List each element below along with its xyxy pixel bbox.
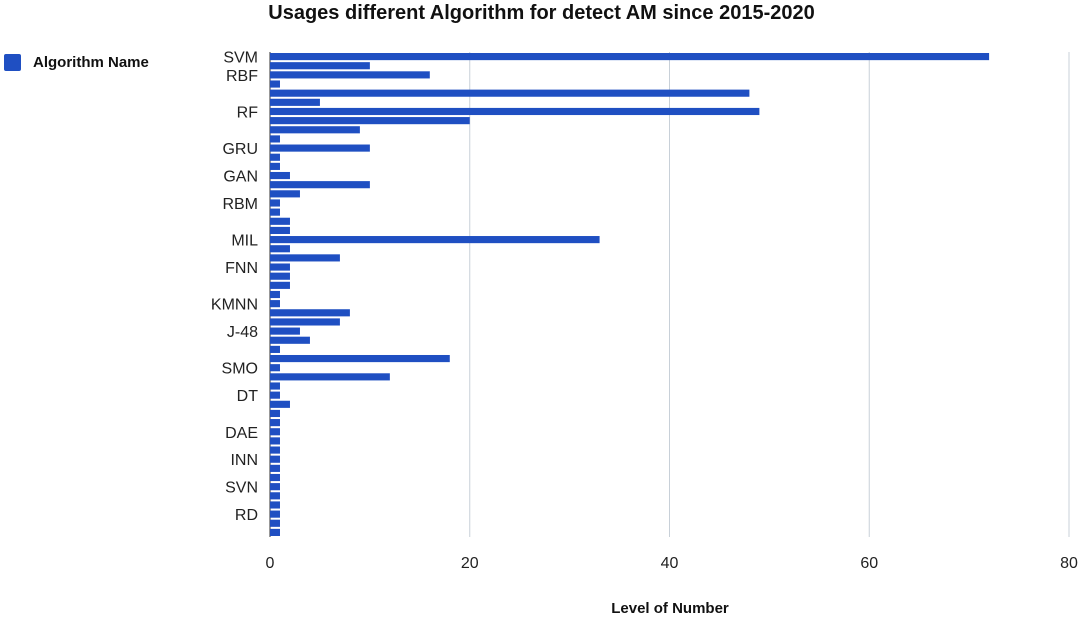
bar [270, 419, 280, 427]
y-tick-label: SVN [225, 480, 258, 497]
y-tick-label: RD [235, 507, 258, 524]
bar [270, 382, 280, 390]
bar [270, 336, 310, 344]
bar [270, 190, 300, 198]
bar [270, 171, 290, 180]
bar [270, 483, 280, 491]
bar [270, 117, 470, 125]
y-tick-label: KMNN [211, 297, 258, 314]
bar [270, 290, 280, 299]
bar [270, 263, 290, 271]
bar [270, 428, 280, 436]
bar [270, 254, 340, 262]
bar [270, 144, 370, 152]
y-tick-label: DT [237, 388, 259, 405]
y-tick-label: SMO [222, 361, 258, 378]
x-tick-label: 20 [461, 555, 479, 572]
bar [270, 272, 290, 280]
bar [270, 473, 280, 482]
x-tick-label: 40 [661, 555, 679, 572]
bar [270, 162, 280, 170]
bar [270, 226, 290, 235]
y-tick-label: RBF [226, 68, 258, 85]
bar [270, 391, 280, 399]
bar [270, 464, 280, 472]
bar [270, 455, 280, 463]
bar [270, 309, 350, 317]
bar [270, 437, 280, 445]
bar [270, 345, 280, 353]
x-axis-title: Level of Number [611, 600, 729, 617]
bar [270, 107, 760, 116]
bar [270, 400, 290, 408]
x-tick-labels: 0 20 40 60 80 [266, 555, 1078, 572]
y-tick-label: GAN [223, 169, 258, 186]
legend-label: Algorithm Name [33, 54, 149, 71]
bar [270, 135, 280, 143]
y-tick-label: SVM [223, 50, 258, 67]
bar [270, 373, 390, 381]
y-tick-label: J-48 [227, 324, 258, 341]
bar [270, 62, 370, 70]
bar [270, 492, 280, 500]
y-tick-label: GRU [222, 141, 258, 158]
y-tick-label: FNN [225, 260, 258, 277]
bar [270, 510, 280, 518]
legend-swatch [4, 54, 21, 71]
bar [270, 318, 340, 326]
bar [270, 245, 290, 253]
bars [270, 53, 990, 536]
chart-title: Usages different Algorithm for detect AM… [268, 2, 815, 24]
y-tick-label: RBM [222, 196, 258, 213]
legend: Algorithm Name [4, 54, 149, 71]
x-tick-label: 60 [860, 555, 878, 572]
bar [270, 98, 320, 106]
bar [270, 364, 280, 372]
y-tick-label: RF [237, 104, 259, 121]
y-tick-label: MIL [231, 233, 258, 250]
bar [270, 208, 280, 216]
bar [270, 300, 280, 308]
x-tick-label: 0 [266, 555, 275, 572]
bar [270, 89, 750, 97]
bar [270, 281, 290, 289]
y-tick-label: INN [230, 452, 258, 469]
bar [270, 327, 300, 335]
bar [270, 446, 280, 454]
bar [270, 528, 280, 536]
gridlines [269, 52, 1070, 537]
bar [270, 153, 280, 161]
bar [270, 519, 280, 527]
x-tick-label: 80 [1060, 555, 1078, 572]
bar [270, 80, 280, 88]
bar [270, 409, 280, 418]
bar [270, 217, 290, 225]
y-tick-label: DAE [225, 425, 258, 442]
bar [270, 71, 430, 79]
bar [270, 236, 600, 244]
bar [270, 501, 280, 509]
bar [270, 199, 280, 207]
bar [270, 126, 360, 134]
bar [270, 181, 370, 189]
bar [270, 53, 990, 61]
bar [270, 354, 450, 363]
